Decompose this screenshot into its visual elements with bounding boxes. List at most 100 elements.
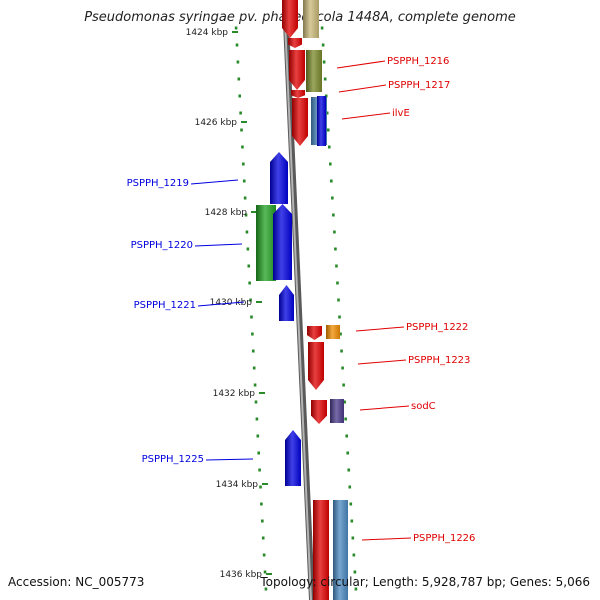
outer-scale-dot [345,434,348,438]
label-leader-line [359,405,410,411]
gene-arrow [273,204,292,280]
inner-scale-dot [239,111,242,115]
feature-box [333,500,348,600]
scale-label: 1424 kbp [186,28,229,38]
outer-scale-dot [351,536,355,540]
inner-scale-dot [255,417,259,421]
outer-scale-dot [326,128,330,132]
outer-scale-dot [321,43,325,47]
gene-label: PSPPH_1216 [387,56,449,67]
inner-scale-dot [248,281,251,285]
inner-scale-dot [261,519,264,523]
outer-scale-dot [324,94,328,98]
inner-scale-dot [262,553,266,557]
outer-scale-dot [347,468,351,472]
label-leader-line [341,112,391,120]
outer-scale-dot [330,179,333,183]
outer-scale-dot [327,145,331,149]
outer-scale-dot [339,332,342,336]
inner-scale-dot [237,77,241,81]
gene-label: PSPPH_1220 [131,240,193,251]
feature-box [303,0,319,38]
outer-scale-dot [337,298,340,302]
outer-scale-dot [346,451,350,455]
gene-arrow [288,38,302,48]
inner-scale-dot [258,468,261,472]
gene-label: PSPPH_1223 [408,355,470,366]
inner-scale-dot [236,60,240,64]
inner-scale-dot [250,315,253,319]
feature-box [326,325,340,339]
gene-label: PSPPH_1226 [413,533,475,544]
label-leader-line [338,84,387,93]
outer-scale-dot [335,264,338,268]
accession-label: Accession: NC_005773 [8,575,145,589]
label-leader-line [357,359,407,365]
label-leader-line [205,458,254,461]
gene-label: ilvE [392,108,410,119]
gene-arrow [311,400,327,424]
outer-scale-dot [334,247,337,251]
scale-label: 1428 kbp [205,208,248,218]
inner-scale-dot [252,366,256,370]
inner-scale-dot [263,570,267,574]
inner-scale-dot [254,400,258,404]
gene-label: PSPPH_1221 [134,300,196,311]
scale-label: 1426 kbp [195,118,238,128]
inner-scale-dot [257,451,261,455]
outer-scale-dot [341,366,344,370]
gene-arrow [270,152,288,204]
inner-scale-dot [264,587,268,591]
label-leader-line [355,326,405,332]
scale-label: 1436 kbp [220,570,263,580]
outer-scale-dot [322,60,326,64]
inner-scale-dot [242,162,245,166]
inner-scale-dot [253,383,257,387]
outer-scale-dot [338,315,341,319]
outer-scale-dot [342,383,345,387]
gene-arrow [279,285,294,321]
outer-scale-dot [323,77,327,81]
gene-arrow [292,98,308,146]
outer-scale-dot [343,400,346,404]
backbone-highlight [283,0,312,600]
scale-label: 1432 kbp [213,389,256,399]
label-leader-line [197,301,245,307]
outer-scale-dot [344,417,347,421]
label-leader-line [336,60,386,69]
inner-scale-dot [260,502,263,506]
inner-scale-dot [242,179,246,183]
gene-arrow [308,342,324,390]
label-leader-line [194,243,243,247]
gene-label: PSPPH_1219 [127,178,189,189]
outer-scale-dot [353,570,357,574]
gene-arrow [282,0,298,38]
inner-scale-dot [245,230,249,234]
feature-box [330,399,344,423]
outer-scale-dot [354,587,358,591]
inner-scale-dot [256,434,260,438]
scale-label: 1434 kbp [216,480,259,490]
gene-label: PSPPH_1222 [406,322,468,333]
feature-box [256,205,276,281]
map-title: Pseudomonas syringae pv. phaseolicola 14… [84,10,516,25]
inner-scale-dot [243,196,247,200]
outer-scale-dot [349,502,353,506]
inner-scale-dot [259,485,262,489]
topology-label: Topology: circular; Length: 5,928,787 bp… [260,575,590,589]
inner-scale-dot [238,94,242,98]
outer-scale-dot [320,26,324,30]
inner-scale-dot [247,264,251,268]
label-leader-line [190,179,239,185]
gene-label: sodC [411,401,436,412]
inner-scale-dot [235,43,239,47]
gene-arrow [285,430,301,486]
gene-arrow [307,326,322,340]
gene-arrow [313,500,329,600]
outer-scale-dot [352,553,356,557]
inner-scale-dot [251,332,254,336]
inner-scale-dot [234,26,238,30]
outer-scale-dot [340,349,343,353]
outer-scale-dot [332,213,335,217]
